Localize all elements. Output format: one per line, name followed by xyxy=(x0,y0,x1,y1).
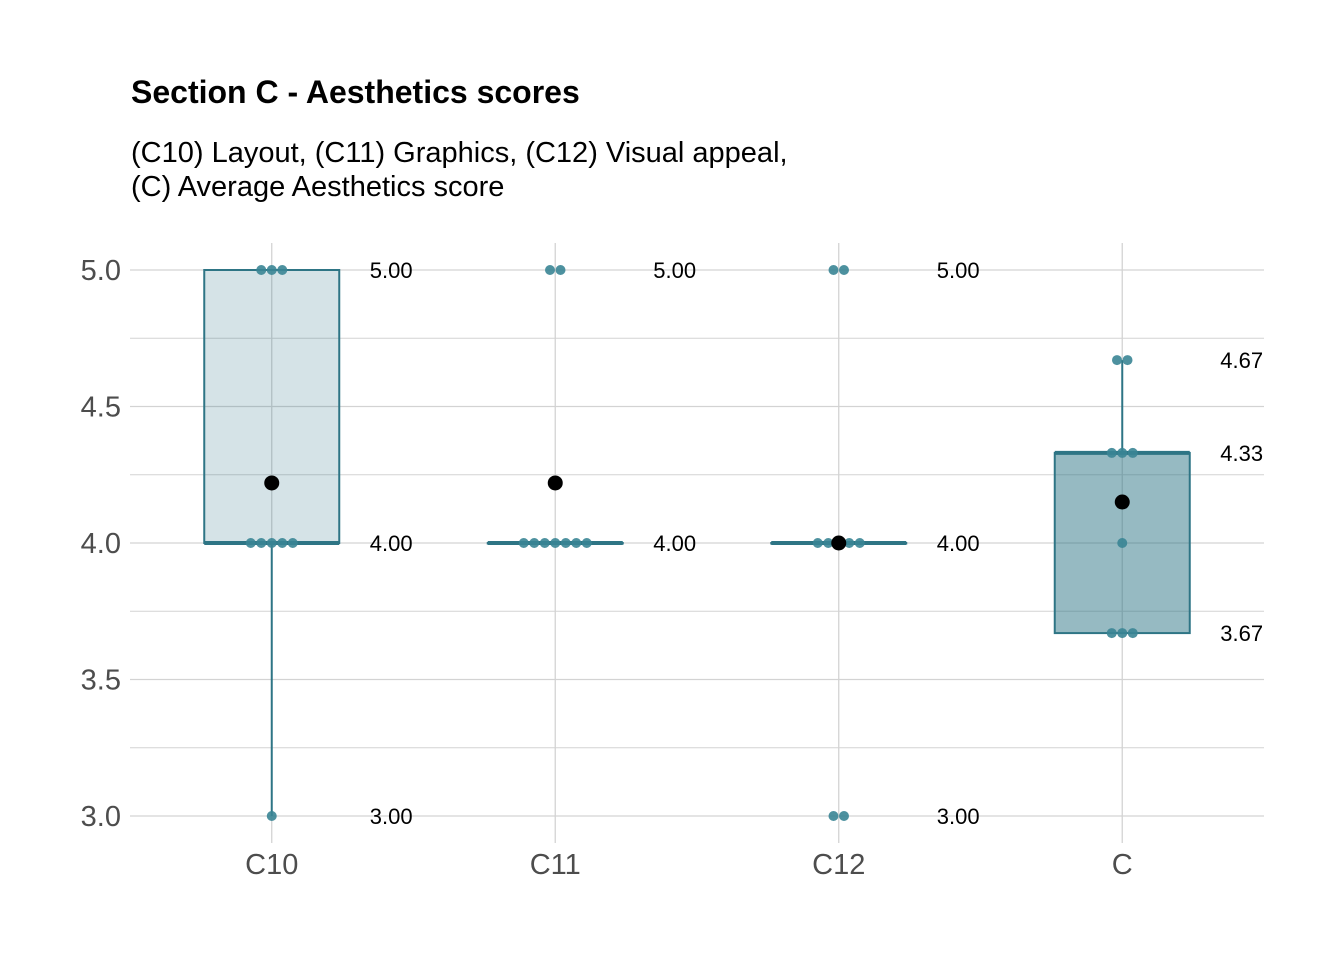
stat-label: 4.00 xyxy=(937,531,980,556)
data-point xyxy=(571,538,582,548)
data-point xyxy=(266,265,277,275)
stat-label: 4.00 xyxy=(370,531,413,556)
x-tick-label: C12 xyxy=(812,849,865,881)
data-point xyxy=(1127,447,1138,458)
data-point xyxy=(256,265,267,275)
mean-point xyxy=(1114,494,1130,510)
stat-label: 5.00 xyxy=(937,258,980,283)
data-point xyxy=(1117,447,1128,458)
stat-label: 3.00 xyxy=(370,804,413,829)
data-point xyxy=(545,265,555,275)
data-point xyxy=(1106,628,1117,639)
y-tick-label: 4.0 xyxy=(81,528,121,560)
box xyxy=(203,269,341,544)
x-tick-label: C11 xyxy=(530,849,581,881)
chart-title: Section C - Aesthetics scores xyxy=(131,74,580,110)
subtitle-line-1: (C10) Layout, (C11) Graphics, (C12) Visu… xyxy=(131,137,788,169)
stat-label: 3.67 xyxy=(1220,621,1263,646)
data-point xyxy=(277,538,288,548)
data-point xyxy=(812,538,823,548)
data-point xyxy=(844,538,855,548)
data-point xyxy=(839,265,849,275)
stat-label: 3.00 xyxy=(937,804,980,829)
data-point xyxy=(581,538,592,548)
stat-label: 5.00 xyxy=(653,258,696,283)
data-point xyxy=(828,265,839,275)
y-tick-label: 5.0 xyxy=(81,255,121,287)
mean-point xyxy=(547,475,563,491)
y-tick-label: 3.5 xyxy=(81,665,121,697)
data-point xyxy=(266,811,277,821)
data-point xyxy=(839,811,849,821)
data-point xyxy=(287,538,298,548)
data-point xyxy=(277,265,288,275)
x-tick-label: C xyxy=(1112,849,1133,881)
data-point xyxy=(539,538,550,548)
data-point xyxy=(1112,355,1122,366)
data-point xyxy=(555,265,566,275)
mean-point xyxy=(264,475,280,491)
data-point xyxy=(550,538,561,548)
stat-label: 4.33 xyxy=(1220,441,1263,466)
stat-label: 5.00 xyxy=(370,258,413,283)
data-point xyxy=(518,538,529,548)
mean-point xyxy=(831,535,847,551)
data-point xyxy=(1127,628,1138,639)
data-point xyxy=(529,538,540,548)
data-point xyxy=(1106,447,1117,458)
data-point xyxy=(256,538,267,548)
data-point xyxy=(266,538,277,548)
data-point xyxy=(823,538,834,548)
data-point xyxy=(560,538,571,548)
data-point xyxy=(854,538,865,548)
data-point xyxy=(245,538,256,548)
y-tick-label: 4.5 xyxy=(81,392,121,424)
y-tick-label: 3.0 xyxy=(81,801,121,833)
data-point xyxy=(1117,628,1128,639)
data-point xyxy=(828,811,839,821)
chart-subtitle: (C10) Layout, (C11) Graphics, (C12) Visu… xyxy=(131,136,788,204)
subtitle-line-2: (C) Average Aesthetics score xyxy=(131,171,505,203)
x-tick-label: C10 xyxy=(245,849,298,881)
stat-label: 4.00 xyxy=(653,531,696,556)
stat-label: 4.67 xyxy=(1220,348,1263,373)
data-point xyxy=(1122,355,1133,366)
data-point xyxy=(1117,538,1128,548)
